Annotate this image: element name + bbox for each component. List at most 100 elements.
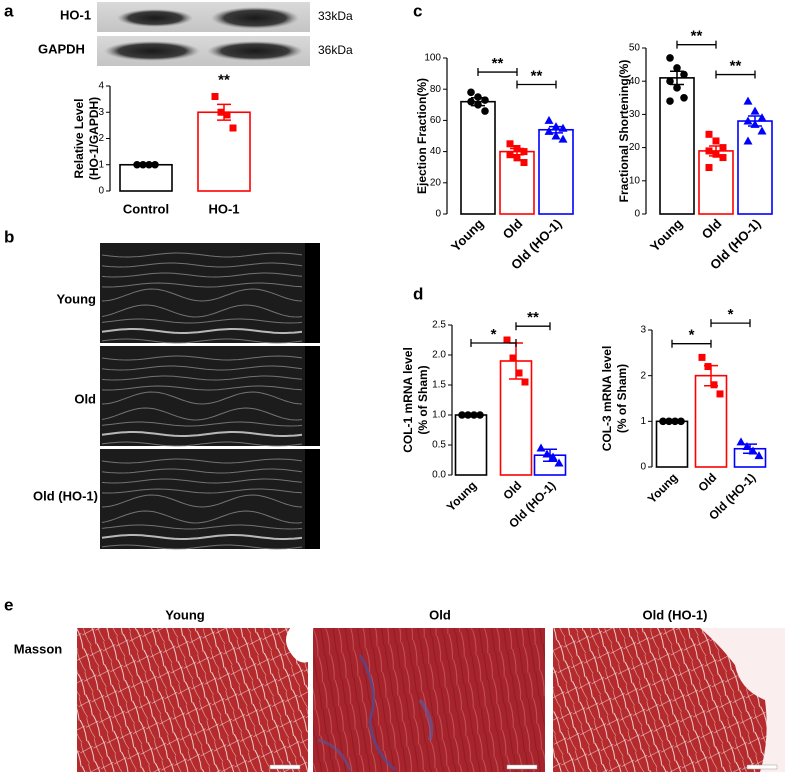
data-point xyxy=(506,140,514,148)
panel-label: e xyxy=(4,595,13,614)
significance-label: ** xyxy=(730,58,742,75)
masson-image xyxy=(313,628,545,772)
data-point xyxy=(467,88,475,97)
data-point xyxy=(481,107,489,115)
data-point xyxy=(698,353,706,361)
y-tick-label: 3 xyxy=(640,325,646,336)
echo-trace xyxy=(101,328,303,334)
y-axis-label: COL-1 mRNA level xyxy=(401,347,415,453)
bar xyxy=(197,111,251,192)
bar xyxy=(454,414,488,476)
data-point xyxy=(223,111,231,119)
significance-bracket xyxy=(477,68,518,77)
data-point xyxy=(705,130,713,138)
blot-band xyxy=(117,9,193,27)
data-point xyxy=(712,150,720,158)
row-label: Masson xyxy=(14,641,62,656)
data-point xyxy=(548,452,558,461)
x-tick-label: Young xyxy=(444,478,480,514)
image-background xyxy=(700,628,785,772)
data-point xyxy=(712,137,720,145)
echo-scale xyxy=(305,243,320,343)
data-point xyxy=(542,449,552,458)
data-point xyxy=(666,77,674,85)
data-point xyxy=(506,151,514,159)
data-point xyxy=(145,160,153,169)
y-tick-label: 20 xyxy=(430,177,442,188)
data-point xyxy=(464,411,472,419)
data-point xyxy=(211,93,219,100)
bar xyxy=(538,128,574,215)
data-point xyxy=(515,369,523,377)
y-tick-label: 100 xyxy=(424,53,441,64)
significance-label: * xyxy=(689,327,695,344)
x-tick-label: Young xyxy=(448,216,487,255)
data-point xyxy=(666,54,674,62)
echo-image xyxy=(100,449,320,549)
x-tick-label: Young xyxy=(645,470,681,506)
data-point xyxy=(757,113,767,122)
echo-scale xyxy=(305,346,320,446)
y-tick-label: 40 xyxy=(430,146,442,157)
echo-trace xyxy=(101,494,303,508)
echo-trace xyxy=(101,304,303,318)
bar xyxy=(694,374,728,468)
echo-trace xyxy=(101,375,303,381)
echo-trace xyxy=(101,252,303,258)
significance-bracket xyxy=(516,80,557,89)
y-tick-label: 1 xyxy=(98,159,104,170)
bar xyxy=(499,150,535,215)
bar xyxy=(655,420,689,468)
band-size: 33kDa xyxy=(318,9,353,23)
echo-trace xyxy=(101,338,303,344)
y-tick-label: 0 xyxy=(435,209,441,220)
y-tick-label: 2 xyxy=(98,133,104,144)
data-point xyxy=(680,70,688,79)
scale-bar xyxy=(506,764,538,770)
data-point xyxy=(705,147,713,155)
data-point xyxy=(513,144,521,152)
data-point xyxy=(521,378,529,386)
x-tick-label: Old xyxy=(699,216,725,242)
fibrosis-stain xyxy=(317,738,352,771)
y-axis-label: Fractional Shortening(%) xyxy=(617,60,631,203)
scale-bar xyxy=(746,764,778,770)
significance-bracket xyxy=(710,319,751,328)
echo-trace xyxy=(101,431,303,437)
data-point xyxy=(710,381,718,389)
blot-band xyxy=(207,41,303,61)
echo-image xyxy=(100,243,320,343)
significance-label: * xyxy=(491,326,497,343)
echo-trace xyxy=(101,458,303,464)
y-axis-label: (% of Sham) xyxy=(416,365,430,434)
significance-bracket xyxy=(470,339,517,347)
bar xyxy=(460,100,496,215)
blot-band xyxy=(211,7,299,29)
data-point xyxy=(754,451,764,460)
data-point xyxy=(748,446,758,455)
data-point xyxy=(151,160,159,169)
echo-trace xyxy=(101,468,303,474)
blot-band xyxy=(104,41,200,61)
panel-label: d xyxy=(413,284,423,303)
y-tick-label: 0 xyxy=(634,209,640,220)
data-point xyxy=(665,417,673,426)
y-tick-label: 0 xyxy=(640,462,646,473)
data-point xyxy=(470,411,478,419)
y-tick-label: 1 xyxy=(640,416,646,427)
y-tick-label: 80 xyxy=(430,84,442,95)
echo-label: Old (HO-1) xyxy=(33,488,98,503)
y-tick-label: 4 xyxy=(98,81,104,92)
x-tick-label: Old xyxy=(500,478,524,502)
data-point xyxy=(673,84,681,92)
echo-trace xyxy=(101,282,303,288)
data-point xyxy=(743,96,753,105)
echo-trace xyxy=(101,318,303,324)
x-tick-label: HO-1 xyxy=(208,201,239,216)
significance-label: ** xyxy=(492,55,504,72)
data-point xyxy=(736,437,746,446)
data-point xyxy=(750,106,760,115)
data-point xyxy=(513,154,521,162)
